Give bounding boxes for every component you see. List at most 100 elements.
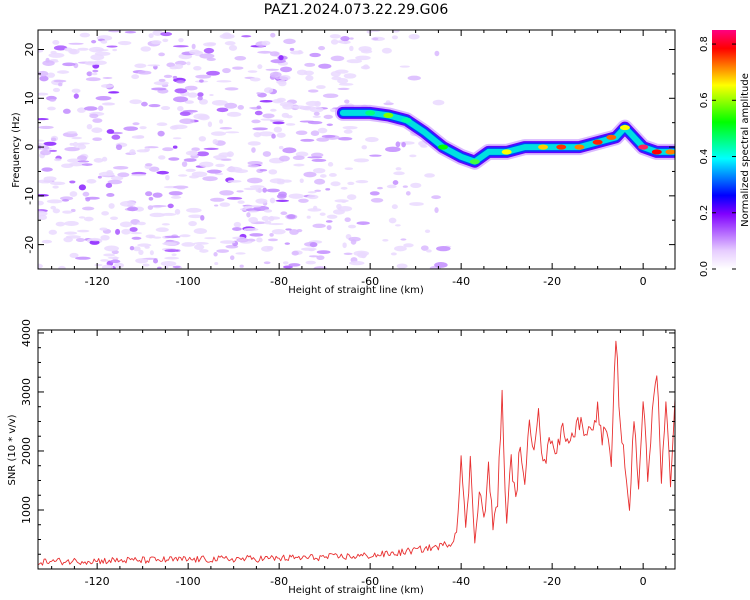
noise-blob (326, 225, 332, 231)
noise-blob (344, 99, 350, 104)
noise-blob (101, 102, 116, 106)
noise-blob (89, 113, 99, 119)
x-tick-label: -80 (270, 575, 288, 588)
noise-blob (137, 243, 152, 247)
noise-blob (434, 207, 439, 213)
noise-blob (99, 227, 108, 231)
noise-blob (188, 220, 197, 227)
noise-blob (92, 118, 103, 123)
noise-blob (41, 145, 50, 150)
noise-blob (50, 137, 57, 142)
noise-blob (399, 65, 410, 68)
noise-blob (322, 93, 339, 99)
noise-blob (363, 64, 369, 70)
noise-blob (402, 185, 408, 188)
noise-blob (64, 231, 78, 235)
noise-blob (60, 196, 74, 201)
noise-blob (91, 127, 103, 133)
noise-blob (344, 217, 351, 223)
noise-blob (328, 173, 337, 177)
noise-blob (176, 80, 185, 84)
noise-blob (38, 210, 48, 217)
noise-blob (113, 165, 129, 170)
noise-blob (278, 145, 284, 150)
noise-blob (114, 262, 124, 269)
noise-blob (241, 35, 252, 38)
noise-blob (148, 196, 154, 201)
noise-blob (156, 170, 170, 175)
noise-blob (172, 265, 181, 269)
noise-blob (107, 179, 123, 185)
noise-blob (255, 198, 268, 204)
noise-blob (394, 245, 407, 252)
noise-blob (276, 80, 287, 85)
noise-blob (106, 169, 114, 176)
noise-blob (52, 208, 61, 214)
noise-blob (48, 229, 58, 235)
noise-blob (396, 263, 408, 269)
noise-blob (117, 172, 130, 178)
noise-blob (83, 106, 98, 111)
snr-axes: -120 -100 -80 -60 -40 -20 0 1000 2000 3000 4000 Hei… (7, 319, 676, 596)
noise-blob (100, 84, 114, 88)
noise-blob (216, 107, 229, 113)
noise-blob (247, 70, 258, 73)
noise-blob (212, 138, 219, 145)
noise-blob (391, 204, 398, 210)
noise-blob (139, 126, 147, 130)
noise-blob (200, 215, 205, 221)
noise-blob (160, 31, 173, 37)
noise-blob (247, 161, 263, 165)
noise-blob (318, 63, 332, 69)
noise-blob (172, 145, 178, 149)
noise-blob (257, 64, 263, 70)
noise-blob (64, 146, 80, 152)
noise-blob (285, 228, 292, 231)
noise-blob (307, 89, 319, 93)
noise-blob (350, 239, 357, 245)
noise-blob (342, 242, 347, 249)
noise-blob (136, 149, 150, 153)
noise-blob (75, 256, 91, 260)
noise-blob (168, 191, 183, 196)
noise-blob (196, 151, 209, 157)
noise-blob (69, 180, 76, 184)
noise-blob (195, 74, 212, 79)
ridge-hotspot (638, 144, 649, 150)
noise-blob (424, 229, 431, 234)
noise-blob (149, 235, 154, 239)
noise-blob (174, 208, 181, 215)
noise-blob (149, 250, 154, 256)
noise-blob (62, 62, 76, 67)
noise-blob (58, 82, 63, 87)
chart-title: PAZ1.2024.073.22.29.G06 (263, 2, 449, 18)
noise-blob (210, 131, 227, 136)
noise-blob (97, 175, 102, 179)
noise-blob (151, 40, 162, 45)
noise-blob (284, 242, 290, 245)
noise-blob (300, 247, 317, 251)
noise-blob (256, 92, 261, 95)
x-tick-label: 0 (640, 575, 647, 588)
noise-blob (83, 216, 94, 222)
noise-blob (133, 246, 141, 252)
noise-blob (269, 197, 276, 204)
noise-blob (213, 155, 227, 160)
noise-blob (162, 242, 177, 246)
noise-blob (400, 238, 407, 241)
noise-blob (181, 242, 196, 247)
noise-blob (385, 146, 401, 153)
noise-blob (188, 175, 200, 179)
noise-blob (68, 42, 84, 45)
noise-blob (58, 265, 66, 269)
noise-blob (50, 181, 66, 186)
noise-blob (203, 42, 216, 47)
noise-blob (67, 158, 81, 163)
noise-blob (184, 85, 198, 91)
noise-blob (194, 244, 205, 251)
noise-blob (224, 87, 239, 91)
noise-blob (173, 96, 189, 103)
noise-blob (142, 263, 150, 267)
y-tick-label: 20 (23, 43, 36, 57)
noise-blob (101, 211, 109, 216)
